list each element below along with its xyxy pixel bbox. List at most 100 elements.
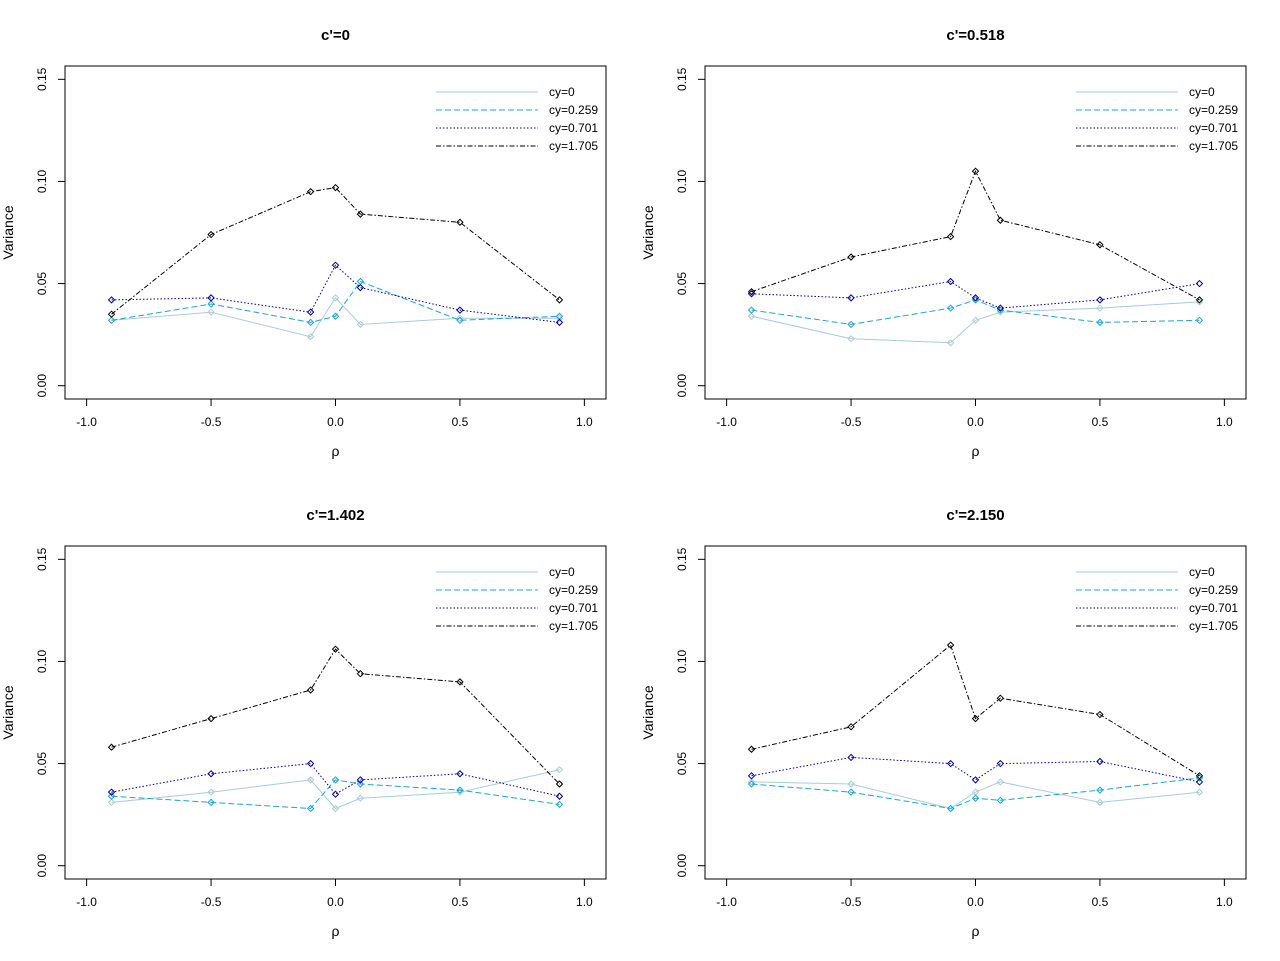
data-point [847, 253, 855, 261]
data-point [747, 772, 756, 780]
y-tick-label: 0.15 [35, 547, 49, 571]
legend-label: cy=0.701 [549, 121, 598, 135]
chart-title: c'=2.150 [946, 507, 1004, 524]
data-point [555, 800, 564, 809]
data-point [456, 678, 464, 686]
y-tick-label: 0.00 [35, 854, 49, 878]
legend-label: cy=0.259 [1189, 103, 1238, 117]
legend-label: cy=0 [1189, 565, 1215, 579]
data-point [555, 792, 564, 800]
x-tick-label: 0.5 [452, 415, 469, 429]
data-point [847, 780, 855, 788]
y-tick-label: 0.05 [35, 272, 49, 296]
y-tick-label: 0.05 [35, 752, 49, 776]
data-point [555, 780, 564, 788]
data-point [331, 294, 340, 302]
x-tick-label: 1.0 [576, 415, 593, 429]
data-point [207, 300, 215, 308]
data-point [356, 320, 365, 329]
data-point [996, 304, 1005, 312]
data-point [331, 776, 340, 784]
x-tick-label: 0.5 [1092, 895, 1109, 909]
x-tick-label: 1.0 [576, 895, 593, 909]
chart-title: c'=0 [321, 27, 350, 44]
x-axis-label: ρ [332, 923, 340, 939]
y-tick-label: 0.00 [675, 374, 689, 398]
data-point [107, 743, 116, 751]
data-point [946, 232, 955, 241]
legend-label: cy=0.701 [1189, 601, 1238, 615]
data-point [1195, 772, 1204, 780]
y-tick-label: 0.15 [675, 67, 689, 91]
data-point [456, 218, 464, 226]
data-point [1195, 279, 1204, 288]
y-axis-label: Variance [640, 205, 656, 259]
plot-frame [64, 65, 607, 400]
data-point [946, 277, 955, 286]
x-tick-label: 0.5 [1092, 415, 1109, 429]
series-line [111, 648, 560, 785]
series-line [751, 280, 1200, 309]
data-point [996, 796, 1005, 805]
x-tick-label: 0.0 [967, 415, 984, 429]
chart-panel: c'=2.150 -1.0 -0.5 0.0 0.5 1.0 0.00 0.05 0.10 0.1… [640, 507, 1247, 939]
legend-label: cy=0.701 [1189, 121, 1238, 135]
y-tick-label: 0.05 [675, 272, 689, 296]
data-point [747, 745, 756, 753]
data-point [847, 753, 855, 762]
data-point [207, 798, 215, 807]
x-tick-label: -0.5 [201, 415, 222, 429]
series-line [111, 779, 560, 810]
y-tick-label: 0.15 [675, 547, 689, 571]
y-tick-label: 0.05 [675, 752, 689, 776]
legend-label: cy=0 [549, 85, 575, 99]
series-line [751, 777, 1200, 810]
data-point [356, 794, 365, 802]
legend-label: cy=0.701 [549, 601, 598, 615]
series-line [751, 169, 1200, 301]
chart-panel: c'=0 -1.0 -0.5 0.0 0.5 1.0 0.00 0.05 0.10 0.15 ρ Va… [0, 27, 607, 459]
x-tick-label: 1.0 [1216, 415, 1233, 429]
data-point [456, 770, 464, 778]
chart-title: c'=0.518 [946, 27, 1004, 44]
plot-frame [704, 545, 1247, 880]
data-point [555, 765, 564, 774]
x-tick-label: 1.0 [1216, 895, 1233, 909]
data-point [1195, 296, 1204, 304]
data-point [946, 804, 955, 813]
x-tick-label: -0.5 [841, 415, 862, 429]
series-line [751, 301, 1200, 344]
data-point [456, 306, 464, 314]
series-line [751, 644, 1200, 777]
legend-label: cy=0 [1189, 85, 1215, 99]
x-tick-label: -1.0 [76, 415, 97, 429]
data-point [456, 786, 464, 794]
series-line [111, 769, 560, 810]
data-point [971, 316, 980, 325]
data-point [331, 312, 340, 320]
y-axis-label: Variance [640, 685, 656, 739]
data-point [1096, 241, 1104, 249]
data-point [331, 645, 340, 653]
data-point [1096, 786, 1104, 794]
data-point [306, 332, 315, 341]
x-tick-label: -0.5 [841, 895, 862, 909]
data-point [306, 804, 315, 813]
data-point [331, 183, 340, 192]
data-point [356, 669, 365, 678]
y-axis-label: Variance [0, 685, 16, 739]
y-tick-label: 0.10 [35, 649, 49, 673]
data-point [847, 294, 855, 302]
chart-panel: c'=1.402 -1.0 -0.5 0.0 0.5 1.0 0.00 0.05 0.10 0.1… [0, 507, 607, 939]
data-point [1195, 316, 1204, 325]
data-point [356, 210, 365, 218]
data-point [306, 776, 315, 784]
data-point [356, 776, 365, 784]
legend-label: cy=0.259 [549, 583, 598, 597]
legend-label: cy=1.705 [1189, 139, 1238, 153]
y-axis-label: Variance [0, 205, 16, 259]
series-line [111, 264, 560, 323]
data-point [306, 187, 315, 196]
data-point [107, 792, 116, 800]
data-point [306, 318, 315, 327]
